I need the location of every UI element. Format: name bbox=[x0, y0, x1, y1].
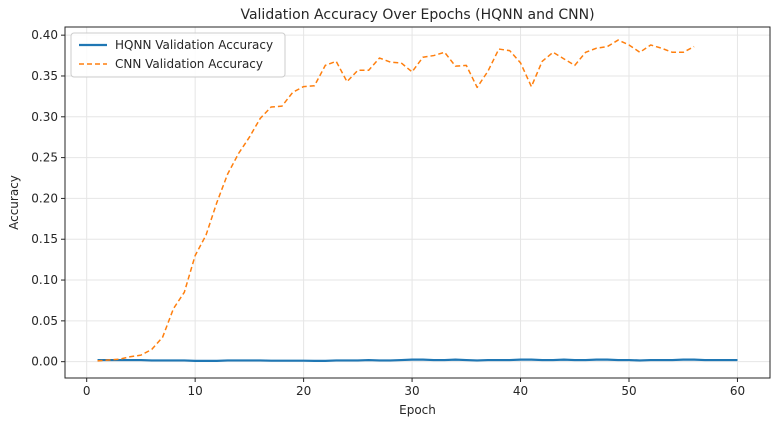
y-tick-label: 0.00 bbox=[31, 355, 58, 369]
series-line-cnn bbox=[97, 39, 695, 362]
x-tick-label: 40 bbox=[513, 384, 528, 398]
legend-label: CNN Validation Accuracy bbox=[115, 57, 263, 71]
x-tick-label: 30 bbox=[404, 384, 419, 398]
chart-title: Validation Accuracy Over Epochs (HQNN an… bbox=[240, 7, 594, 23]
x-tick-label: 20 bbox=[296, 384, 311, 398]
y-tick-label: 0.05 bbox=[31, 314, 58, 328]
y-tick-label: 0.10 bbox=[31, 273, 58, 287]
plot-area-frame bbox=[64, 26, 771, 379]
y-tick-label: 0.15 bbox=[31, 232, 58, 246]
x-tick-label: 10 bbox=[188, 384, 203, 398]
y-axis-label: Accuracy bbox=[7, 175, 21, 230]
series-line-hqnn bbox=[97, 358, 738, 362]
y-tick-label: 0.40 bbox=[31, 28, 58, 42]
legend: HQNN Validation Accuracy CNN Validation A… bbox=[70, 32, 286, 78]
y-tick-label: 0.30 bbox=[31, 110, 58, 124]
x-tick-label: 50 bbox=[621, 384, 636, 398]
y-tick-label: 0.20 bbox=[31, 191, 58, 205]
y-tick-label: 0.35 bbox=[31, 69, 58, 83]
x-tick-label: 60 bbox=[730, 384, 745, 398]
legend-label: HQNN Validation Accuracy bbox=[115, 38, 273, 52]
series-layer bbox=[97, 39, 738, 362]
y-tick-label: 0.25 bbox=[31, 151, 58, 165]
ticks: 0 10 20 30 40 50 60 0.00 0.05 0.10 0.15 0.20 0.25 0.3… bbox=[31, 28, 745, 398]
legend-box bbox=[70, 32, 286, 78]
grid bbox=[65, 27, 770, 378]
x-axis-label: Epoch bbox=[399, 403, 436, 417]
x-tick-label: 0 bbox=[83, 384, 91, 398]
